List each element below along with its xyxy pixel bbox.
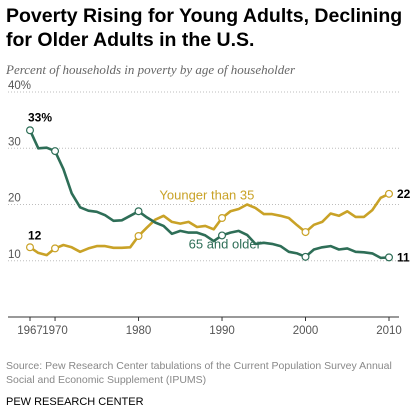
grid-layer xyxy=(8,91,399,262)
series-label: 65 and older xyxy=(189,236,262,251)
data-point xyxy=(301,252,310,261)
data-point xyxy=(134,232,143,241)
y-tick-label: 40% xyxy=(8,80,31,92)
data-point xyxy=(218,231,227,240)
data-label-end: 22 xyxy=(397,187,411,201)
data-point xyxy=(385,253,394,262)
data-point xyxy=(26,126,35,135)
chart-subtitle: Percent of households in poverty by age … xyxy=(6,62,296,77)
label-layer: 12 22 Younger than 35 33% 11 65 and older xyxy=(28,110,411,264)
data-point xyxy=(301,228,310,237)
series-line-younger-than-35 xyxy=(29,192,390,257)
data-point xyxy=(26,243,35,252)
y-tick-label: 10 xyxy=(8,249,21,261)
y-tick-label: 30 xyxy=(8,136,21,148)
data-point xyxy=(51,147,60,156)
data-point xyxy=(134,207,143,216)
chart-title: Poverty Rising for Young Adults, Declini… xyxy=(6,5,403,51)
data-point xyxy=(385,189,394,198)
x-tick-label: 1990 xyxy=(209,325,235,337)
data-point xyxy=(218,214,227,223)
line-chart: 10 20 30 40% 1967 1970 1980 1990 2000 2010 12 22 Yo… xyxy=(8,80,411,337)
data-label-end: 11 xyxy=(397,250,410,264)
source-note: Source: Pew Research Center tabulations … xyxy=(6,360,392,386)
y-tick-label: 20 xyxy=(8,193,21,205)
x-tick-label: 1980 xyxy=(126,325,152,337)
series-label: Younger than 35 xyxy=(159,187,254,202)
x-tick-label: 1967 xyxy=(17,325,43,337)
credit-line: PEW RESEARCH CENTER xyxy=(6,396,144,408)
series-layer xyxy=(26,126,394,262)
data-point xyxy=(51,244,60,253)
data-label-start: 33% xyxy=(28,110,52,124)
series-line-65-and-older xyxy=(28,129,390,260)
data-label-start: 12 xyxy=(28,228,42,242)
x-tick-label: 2010 xyxy=(376,325,402,337)
x-tick-label: 2000 xyxy=(293,325,319,337)
x-tick-label: 1970 xyxy=(42,325,68,337)
axis-layer: 10 20 30 40% 1967 1970 1980 1990 2000 2010 xyxy=(8,80,402,337)
